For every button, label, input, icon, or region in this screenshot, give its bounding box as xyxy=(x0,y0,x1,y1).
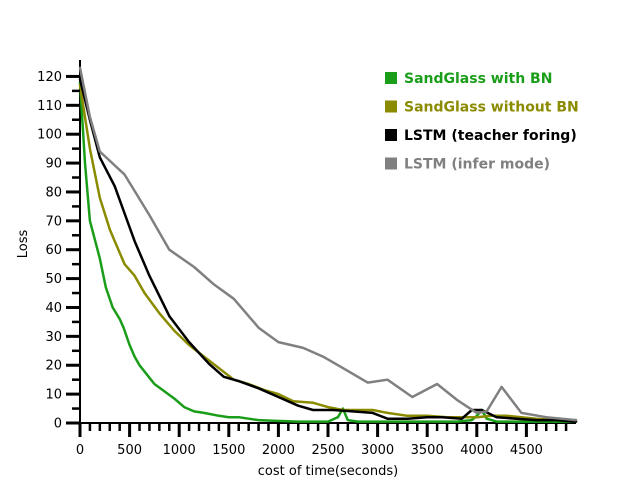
series-line-4 xyxy=(78,66,578,422)
y-tick-label-120: 120 xyxy=(37,70,62,85)
legend-swatch-4 xyxy=(385,157,397,170)
y-tick-label-70: 70 xyxy=(45,214,62,229)
y-tick-label-50: 50 xyxy=(45,272,62,287)
y-tick-label-90: 90 xyxy=(45,157,62,172)
x-tick-label-500: 500 xyxy=(117,443,142,458)
y-tick-label-40: 40 xyxy=(45,301,62,316)
y-axis-label: Loss xyxy=(16,230,31,259)
legend-swatch-1 xyxy=(385,72,397,84)
y-tick-label-110: 110 xyxy=(37,99,62,114)
x-tick-label-4000: 4000 xyxy=(460,443,493,458)
legend-label-2: SandGlass without BN xyxy=(404,100,579,116)
legend-label-1: SandGlass with BN xyxy=(404,71,552,87)
x-tick-label-0: 0 xyxy=(76,443,84,458)
x-tick-label-2000: 2000 xyxy=(262,443,295,458)
y-tick-label-10: 10 xyxy=(45,388,62,403)
y-tick-label-60: 60 xyxy=(45,243,62,258)
legend-swatch-2 xyxy=(385,100,397,113)
x-tick-label-4500: 4500 xyxy=(510,443,543,458)
y-tick-label-80: 80 xyxy=(45,185,62,200)
x-tick-label-1500: 1500 xyxy=(212,443,245,458)
y-tick-label-20: 20 xyxy=(45,359,62,374)
y-tick-label-30: 30 xyxy=(45,330,62,345)
x-tick-label-3500: 3500 xyxy=(411,443,444,458)
y-tick-label-100: 100 xyxy=(37,128,62,143)
legend: SandGlass with BN SandGlass without BN LST… xyxy=(385,71,579,173)
series-layer xyxy=(78,66,578,423)
ticks: 0 10 20 30 40 50 60 70 80 90 100 110 120 0 500 1000 1500… xyxy=(37,70,568,458)
legend-label-4: LSTM (infer mode) xyxy=(404,157,550,173)
x-tick-label-1000: 1000 xyxy=(163,443,196,458)
legend-label-3: LSTM (teacher foring) xyxy=(404,128,577,144)
series-line-2 xyxy=(78,83,578,422)
x-tick-label-2500: 2500 xyxy=(311,443,344,458)
x-tick-label-3000: 3000 xyxy=(361,443,394,458)
x-axis-label: cost of time(seconds) xyxy=(258,464,398,479)
series-line-1 xyxy=(78,80,578,423)
y-tick-label-0: 0 xyxy=(54,417,62,432)
legend-swatch-3 xyxy=(385,129,397,141)
